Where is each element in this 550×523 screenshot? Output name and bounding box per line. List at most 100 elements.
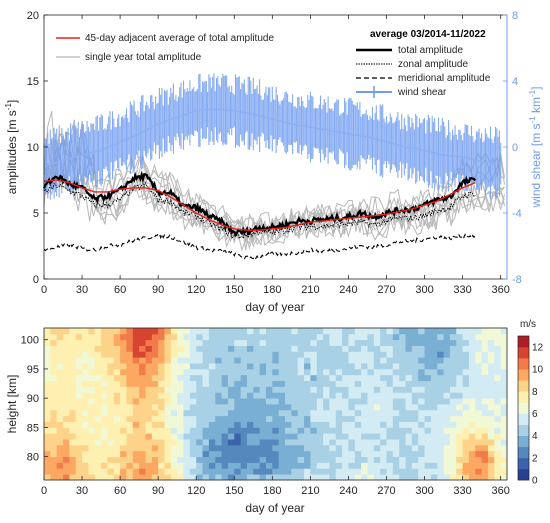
heatmap-cell xyxy=(367,474,375,481)
heatmap-cell xyxy=(462,474,470,481)
heatmap-cell xyxy=(329,444,337,452)
heatmap-cell xyxy=(386,404,394,411)
heatmap-cell xyxy=(399,409,406,417)
heatmap-cell xyxy=(380,462,387,469)
top-x-axis-label: day of year xyxy=(245,300,304,314)
heatmap-cell xyxy=(304,398,311,405)
heatmap-cell xyxy=(107,392,115,399)
heatmap-cell xyxy=(411,374,419,382)
heatmap-cell xyxy=(348,439,356,446)
heatmap-cell xyxy=(304,468,311,475)
heatmap-cell xyxy=(316,368,324,376)
heatmap-cell xyxy=(69,374,77,382)
heatmap-cell xyxy=(424,380,432,387)
heatmap-cell xyxy=(304,386,311,393)
heatmap-cell xyxy=(494,363,502,370)
heatmap-cell xyxy=(335,439,343,446)
heatmap-cell xyxy=(120,404,127,411)
heatmap-cell xyxy=(208,450,216,458)
heatmap-cell xyxy=(411,427,419,434)
heatmap-cell xyxy=(487,333,495,341)
colorbar-segment xyxy=(518,457,529,470)
heatmap-cell xyxy=(189,357,197,364)
heatmap-cell xyxy=(94,380,102,387)
heatmap-cell xyxy=(443,351,451,358)
heatmap-cell xyxy=(227,357,235,364)
heatmap-cell xyxy=(183,439,191,446)
heatmap-cell xyxy=(63,328,70,335)
heatmap-cell xyxy=(164,409,172,417)
heatmap-cell xyxy=(481,415,489,422)
heatmap-cell xyxy=(63,368,70,376)
heatmap-cell xyxy=(189,427,197,434)
heatmap-cell xyxy=(494,374,502,382)
heatmap-cell xyxy=(316,351,324,358)
heatmap-cell xyxy=(481,398,489,405)
heatmap-cell xyxy=(367,392,375,399)
heatmap-cell xyxy=(481,444,489,452)
heatmap-cell xyxy=(63,357,70,364)
heatmap-cell xyxy=(297,328,305,335)
heatmap-cell xyxy=(82,450,89,458)
heatmap-cell xyxy=(208,351,216,358)
heatmap-cell xyxy=(145,468,153,475)
heatmap-cell xyxy=(88,468,96,475)
heatmap-cell xyxy=(424,444,432,452)
heatmap-cell xyxy=(342,328,349,335)
legend-shear-label: wind shear xyxy=(397,87,447,98)
heatmap-cell xyxy=(183,345,191,352)
heatmap-cell xyxy=(449,386,457,393)
heatmap-cell xyxy=(449,450,457,458)
heatmap-cell xyxy=(418,415,425,422)
heatmap-cell xyxy=(494,404,502,411)
heatmap-cell xyxy=(170,351,178,358)
heatmap-cell xyxy=(418,433,425,440)
heatmap-cell xyxy=(437,439,444,446)
heatmap-cell xyxy=(88,386,96,393)
heatmap-cell xyxy=(265,427,273,434)
heatmap-cell xyxy=(418,474,425,481)
heatmap-cell xyxy=(348,357,356,364)
heatmap-cell xyxy=(177,462,184,469)
heatmap-cell xyxy=(107,421,115,428)
heatmap-cell xyxy=(494,392,502,399)
heatmap-cell xyxy=(354,409,362,417)
heatmap-cell xyxy=(304,351,311,358)
heatmap-cell xyxy=(132,439,140,446)
heatmap-cell xyxy=(101,398,108,405)
wind-shear-band xyxy=(43,73,502,200)
heatmap-cell xyxy=(234,345,242,352)
heatmap-cell xyxy=(253,427,261,434)
heatmap-cell xyxy=(259,462,267,469)
heatmap-cell xyxy=(94,462,102,469)
heatmap-cell xyxy=(50,404,58,411)
heatmap-cell xyxy=(291,339,299,346)
heatmap-cell xyxy=(424,351,432,358)
heatmap-cell xyxy=(240,427,248,434)
heatmap-cell xyxy=(348,427,356,434)
heatmap-cell xyxy=(82,386,89,393)
heatmap-cell xyxy=(88,368,96,376)
heatmap-cell xyxy=(310,328,318,335)
heatmap-cell xyxy=(399,415,406,422)
heatmap-cell xyxy=(94,456,102,463)
heatmap-cell xyxy=(430,404,438,411)
heatmap-cell xyxy=(399,380,406,387)
heatmap-cell xyxy=(208,427,216,434)
heatmap-cell xyxy=(69,427,77,434)
heatmap-cell xyxy=(399,404,406,411)
y-tick-label: 80 xyxy=(27,452,39,464)
heatmap-cell xyxy=(323,427,330,434)
heatmap-cell xyxy=(494,474,502,481)
heatmap-cell xyxy=(189,328,197,335)
single-year-line xyxy=(43,155,505,251)
heatmap-cell xyxy=(272,386,280,393)
heatmap-cell xyxy=(227,339,235,346)
heatmap-cell xyxy=(94,444,102,452)
heatmap-cell xyxy=(221,386,229,393)
heatmap-cell xyxy=(132,433,140,440)
heatmap-cell xyxy=(468,333,476,341)
heatmap-cell xyxy=(101,357,108,364)
heatmap-cell xyxy=(82,380,89,387)
heatmap-cell xyxy=(88,444,96,452)
